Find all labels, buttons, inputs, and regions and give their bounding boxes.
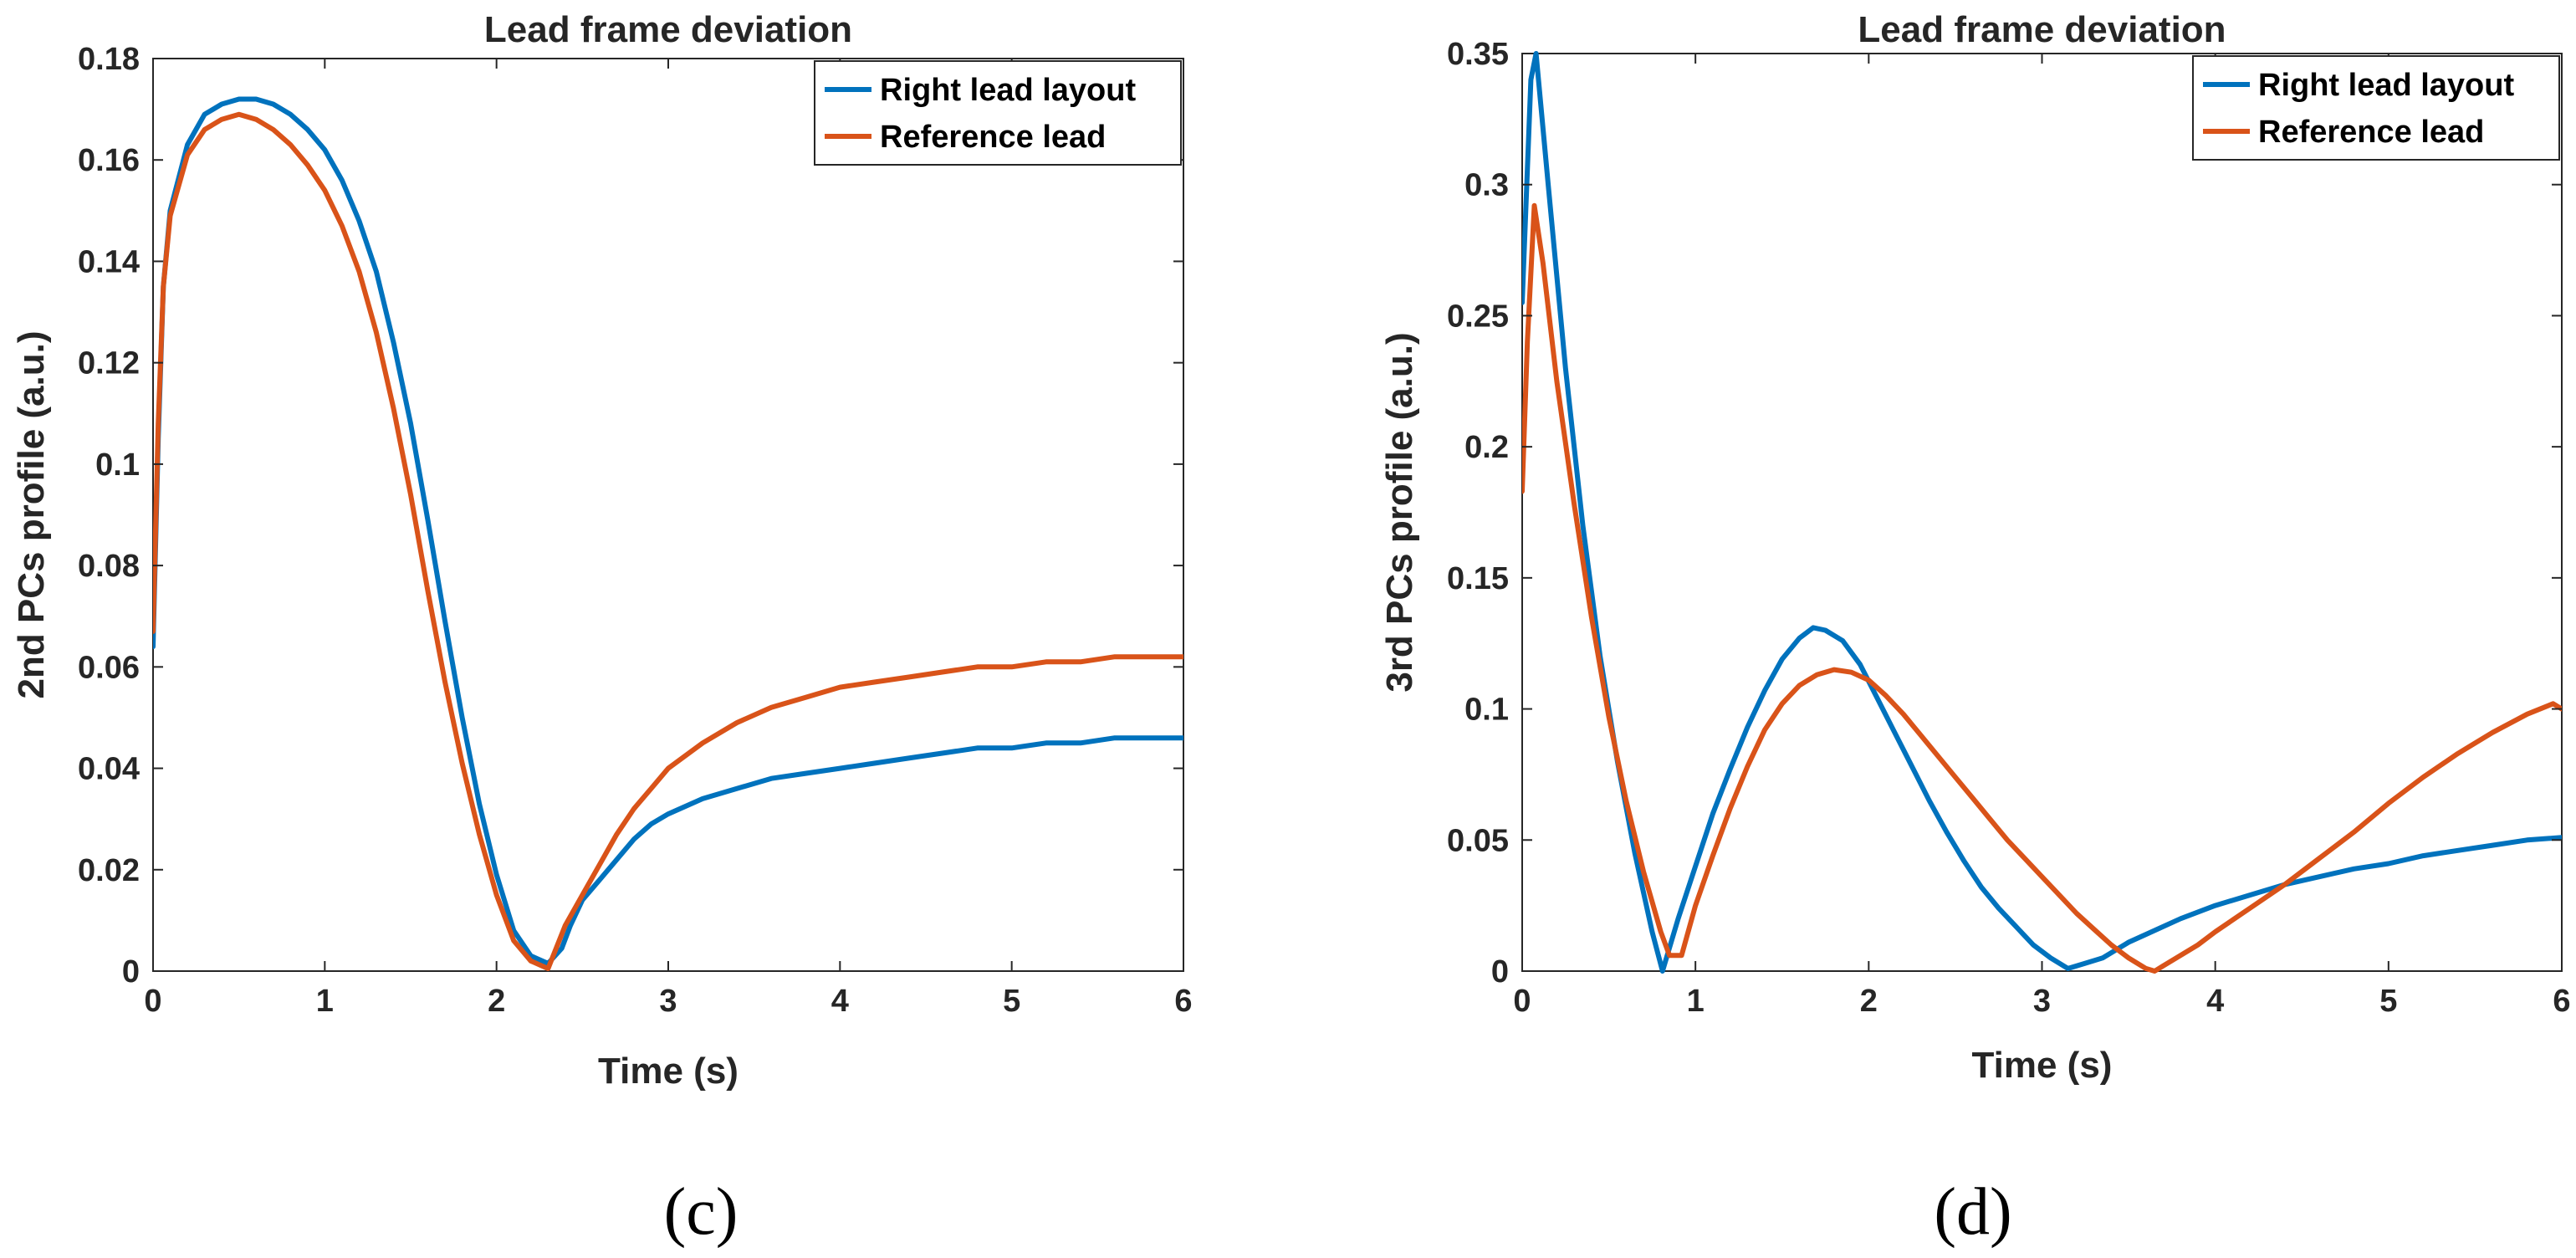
y-tick-label: 0.16 — [78, 143, 140, 178]
y-tick-label: 0.1 — [1464, 693, 1509, 728]
series-line-reference-lead — [153, 111, 1183, 971]
x-tick-label: 0 — [144, 984, 161, 1019]
x-tick-label: 0 — [1513, 984, 1531, 1019]
panel-caption: (c) — [664, 1175, 739, 1249]
x-tick-label: 1 — [316, 984, 334, 1019]
x-tick-label: 5 — [2379, 984, 2397, 1019]
y-tick-label: 0.12 — [78, 346, 140, 381]
panel-c: 0 1 2 3 4 5 6 0 0.02 0.04 0.06 0.08 0.1 0.12 0.14 0.16 0… — [11, 9, 1193, 1249]
y-tick-label: 0.04 — [78, 752, 140, 787]
y-axis-label: 2nd PCs profile (a.u.) — [11, 330, 52, 698]
x-tick-label: 4 — [2206, 984, 2224, 1019]
y-tick-label: 0.06 — [78, 650, 140, 685]
panel-caption: (d) — [1934, 1175, 2011, 1249]
legend-label-right-lead-layout: Right lead layout — [2258, 68, 2514, 103]
x-tick-label: 2 — [1860, 984, 1878, 1019]
y-tick-label: 0 — [122, 954, 140, 990]
legend-label-right-lead-layout: Right lead layout — [880, 73, 1136, 108]
x-tick-label: 3 — [659, 984, 677, 1019]
panel-d: 0 1 2 3 4 5 6 0 0.05 0.1 0.15 0.2 0.25 0.3 0.35 Lead fr… — [1379, 9, 2571, 1249]
x-tick-label: 6 — [2553, 984, 2570, 1019]
legend: Right lead layout Reference lead — [2192, 55, 2560, 161]
chart-title: Lead frame deviation — [1858, 9, 2226, 50]
x-axis-label: Time (s) — [1972, 1045, 2113, 1086]
y-tick-label: 0.14 — [78, 244, 140, 279]
x-axis-label: Time (s) — [598, 1051, 739, 1092]
y-tick-label: 0.05 — [1447, 823, 1509, 858]
legend-box — [2192, 55, 2560, 161]
y-tick-label: 0.18 — [78, 42, 140, 77]
y-tick-label: 0.25 — [1447, 299, 1509, 334]
series-group — [1522, 51, 2562, 974]
x-tick-label: 6 — [1174, 984, 1192, 1019]
x-tick-label: 4 — [831, 984, 849, 1019]
plot-area — [1521, 53, 2563, 972]
series-line-reference-lead — [1522, 202, 2562, 974]
y-tick-label: 0.1 — [95, 447, 140, 483]
y-tick-label: 0.08 — [78, 549, 140, 584]
legend: Right lead layout Reference lead — [814, 60, 1182, 166]
legend-label-reference-lead: Reference lead — [880, 120, 1106, 155]
x-tick-label: 5 — [1003, 984, 1020, 1019]
y-tick-label: 0.35 — [1447, 37, 1509, 72]
x-tick-label: 1 — [1687, 984, 1705, 1019]
y-tick-label: 0.15 — [1447, 561, 1509, 596]
legend-box — [814, 60, 1182, 166]
x-tick-label: 3 — [2033, 984, 2051, 1019]
x-tick-label: 2 — [488, 984, 505, 1019]
y-tick-label: 0.3 — [1464, 168, 1509, 203]
chart-title: Lead frame deviation — [484, 9, 852, 50]
y-axis-label: 3rd PCs profile (a.u.) — [1379, 332, 1420, 692]
plot-area — [152, 58, 1184, 972]
series-line-right-lead-layout — [1522, 51, 2562, 974]
legend-label-reference-lead: Reference lead — [2258, 115, 2484, 150]
y-tick-label: 0.02 — [78, 853, 140, 888]
y-tick-label: 0.2 — [1464, 430, 1509, 465]
series-line-right-lead-layout — [153, 96, 1183, 966]
series-group — [153, 96, 1183, 971]
y-tick-label: 0 — [1491, 954, 1509, 990]
